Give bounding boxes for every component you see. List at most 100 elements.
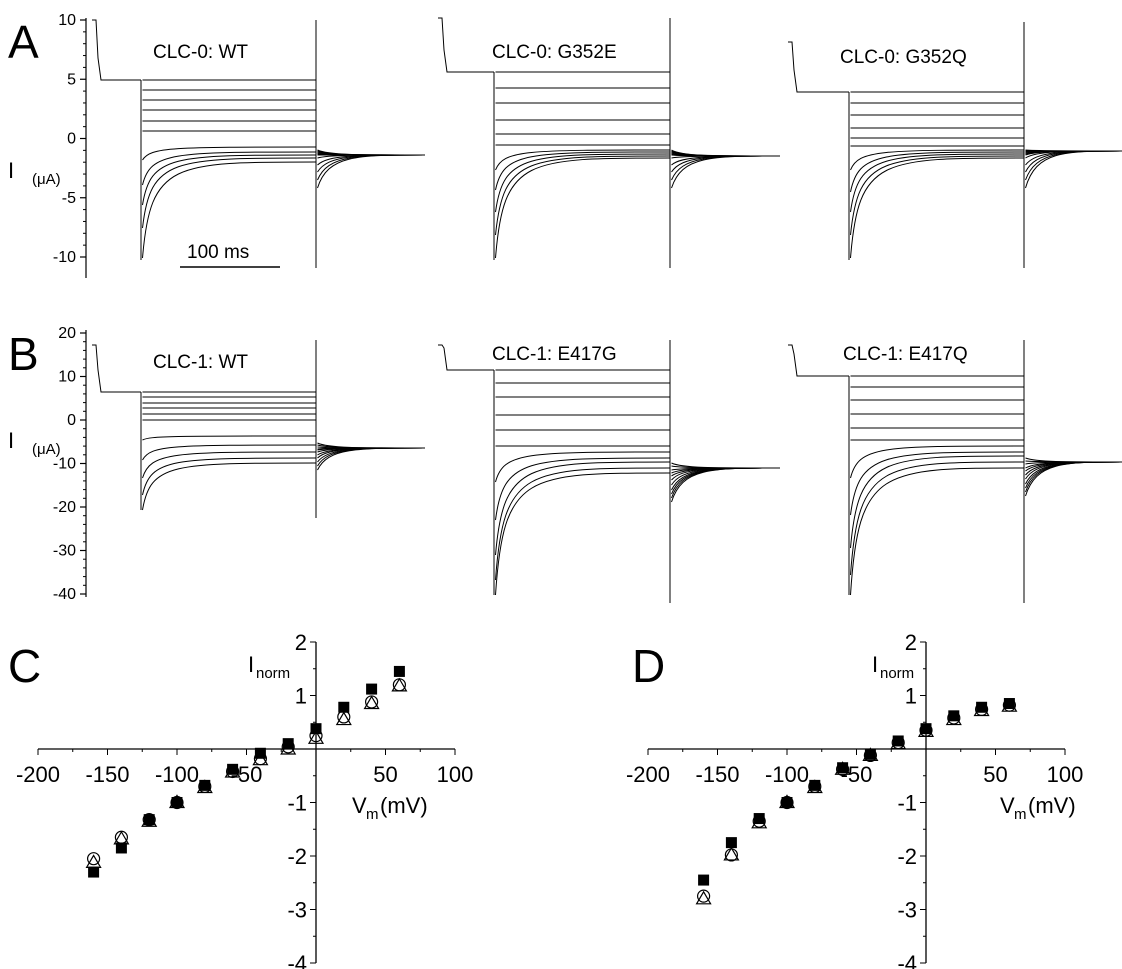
panel-d-point-filled-square [976, 701, 988, 713]
panel-c-point-open-triangle [391, 677, 408, 692]
panel-c-point-filled-square [310, 723, 322, 735]
panel-letter-c: C [8, 640, 41, 692]
panel-c-point-open-circle [392, 678, 406, 692]
panel-d-point-filled-square [753, 813, 765, 825]
panel-d-point-open-triangle [973, 702, 990, 717]
panel-a-y-axis: 10 5 0 -5 -10 I (μA) [8, 12, 87, 278]
panel-c-xtick-label: -200 [16, 762, 60, 787]
panel-c-ytick-label: -2 [287, 844, 307, 869]
panel-c-xtick-label: 50 [373, 762, 397, 787]
panel-c-point-open-triangle [196, 779, 213, 794]
trace-title-clc1-wt: CLC-1: WT [153, 352, 248, 373]
panel-c-point-open-circle [365, 695, 379, 709]
panel-d-y-label-sub: norm [880, 665, 914, 682]
panel-letter-a: A [8, 16, 39, 68]
panel-a-ytick-label: 0 [67, 131, 76, 148]
panel-c-point-open-circle [337, 710, 351, 724]
trace-title-clc1-e417g: CLC-1: E417G [492, 344, 617, 365]
panel-d-point-filled-square [892, 735, 904, 747]
panel-d-xtick-label: -100 [765, 762, 809, 787]
panel-c-xtick-label: -100 [155, 762, 199, 787]
trace-title-clc0-wt: CLC-0: WT [153, 42, 248, 63]
panel-c-point-open-triangle [168, 794, 186, 809]
panel-c-x-unit: (mV) [380, 793, 428, 818]
panel-c-ytick-label: 1 [295, 684, 307, 709]
panel-d-x-unit: (mV) [1028, 793, 1076, 818]
panel-c-y-label: I [248, 652, 254, 677]
panel-b-y-label: I [8, 428, 14, 453]
panel-c-point-filled-square [366, 683, 378, 695]
panel-d-point-filled-square [920, 723, 932, 735]
panel-d-point-open-triangle [834, 761, 851, 775]
panel-a-y-label: I [8, 158, 14, 183]
panel-b-ytick-label: 0 [67, 412, 76, 429]
trace-title-clc0-g352e: CLC-0: G352E [492, 42, 617, 63]
panel-b: B 20 10 0 -10 -20 -30 -40 I (μA) CLC-1: WT CLC… [8, 325, 1122, 603]
panel-d-point-filled-square [837, 762, 849, 774]
panel-d-point-open-triangle [1001, 698, 1018, 712]
panel-c-point-open-circle [86, 852, 101, 866]
panel-d-ytick-label: -2 [897, 844, 917, 869]
panel-d-xtick-label: 100 [1047, 762, 1084, 787]
panel-c-point-filled-square [143, 814, 155, 826]
panel-c-point-open-triangle [224, 763, 241, 778]
panel-d-point-open-triangle [890, 735, 907, 750]
scale-bar-label: 100 ms [187, 242, 249, 263]
panel-d-point-filled-square [725, 837, 737, 849]
panel-d-point-open-triangle [695, 890, 712, 905]
panel-c-point-open-triangle [85, 854, 102, 869]
panel-a-y-unit: (μA) [32, 171, 61, 188]
panel-d-point-filled-square [1003, 698, 1015, 710]
panel-c-x-label: V [352, 793, 367, 818]
panel-a-ytick-label: 10 [58, 12, 76, 29]
panel-b-ytick-label: 10 [58, 369, 76, 386]
panel-c-point-open-triangle [252, 751, 269, 766]
panel-d-point-open-triangle [778, 794, 796, 809]
panel-b-ytick-label: -20 [53, 499, 76, 516]
panel-letter-d: D [632, 640, 665, 692]
panel-c-point-open-triangle [307, 730, 325, 744]
panel-letter-b: B [8, 328, 39, 380]
panel-c-point-filled-square [393, 665, 405, 677]
panel-c-ytick-label: -1 [287, 791, 307, 816]
panel-d-ytick-label: -4 [897, 951, 917, 969]
panel-d-ytick-label: -3 [897, 898, 917, 923]
panel-c-data-points [85, 665, 408, 878]
panel-d-ytick-label: 2 [905, 630, 917, 655]
panel-c-point-open-circle [309, 729, 323, 743]
panel-d-point-open-triangle [945, 711, 962, 726]
scale-bar: 100 ms [180, 242, 280, 268]
panel-d-point-filled-square [698, 874, 710, 886]
panel-d-y-label: I [872, 652, 878, 677]
panel-b-ytick-label: -30 [53, 543, 76, 560]
panel-c-point-open-triangle [335, 711, 352, 726]
panel-a-ytick-label: -5 [62, 190, 76, 207]
panel-c-x-label-sub: m [366, 806, 379, 823]
panel-c-point-filled-square [171, 797, 183, 808]
panel-d-xtick-label: -200 [626, 762, 670, 787]
panel-d-point-open-triangle [806, 779, 823, 794]
panel-c-point-filled-square [338, 701, 350, 713]
panel-a: A 10 5 0 -5 -10 I (μA) CLC-0: WT CLC-0: G352… [8, 12, 1122, 278]
panel-c-point-filled-square [199, 779, 211, 791]
panel-c-point-open-triangle [280, 740, 297, 755]
panel-d-point-open-triangle [917, 723, 935, 737]
panel-c-point-open-triangle [363, 695, 380, 710]
panel-d-point-filled-square [864, 748, 876, 760]
trace-title-clc1-e417q: CLC-1: E417Q [843, 344, 968, 365]
panel-d-point-filled-square [781, 797, 793, 808]
panel-c-point-open-circle [114, 830, 129, 844]
panel-d-data-points [695, 698, 1018, 905]
panel-a-ytick-label: -10 [53, 249, 76, 266]
panel-c-point-open-triangle [113, 830, 130, 845]
panel-b-ytick-label: -10 [53, 456, 76, 473]
panel-c-point-open-triangle [141, 813, 158, 827]
panel-c-ytick-label: -4 [287, 951, 307, 969]
panel-d-ytick-label: 1 [905, 684, 917, 709]
panel-d-x-label-sub: m [1014, 806, 1027, 823]
panel-b-y-axis: 20 10 0 -10 -20 -30 -40 I (μA) [8, 325, 87, 603]
panel-d-xtick-label: -150 [695, 762, 739, 787]
panel-b-ytick-label: 20 [58, 325, 76, 342]
